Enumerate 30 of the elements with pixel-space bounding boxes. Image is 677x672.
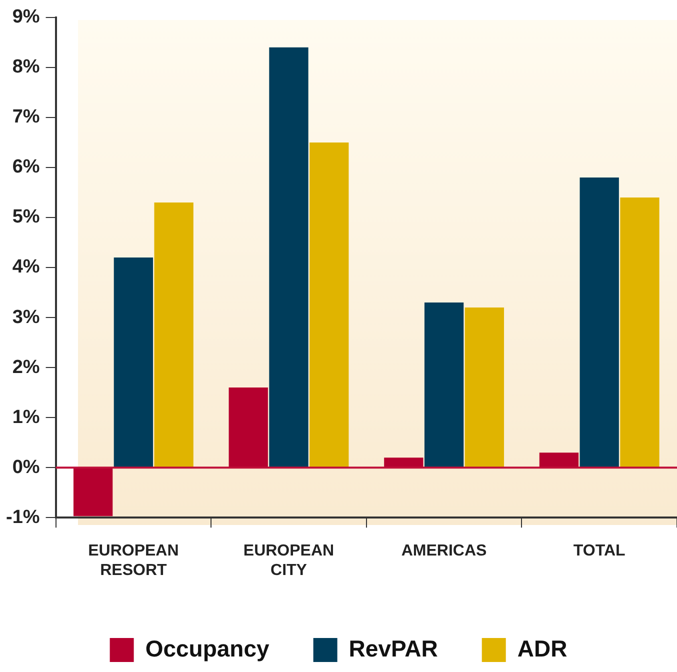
y-tick-label: 7%: [12, 106, 40, 128]
y-tick-label: 2%: [12, 356, 40, 378]
bar: [580, 177, 619, 468]
bar: [620, 197, 660, 468]
bar: [269, 47, 308, 468]
legend-label: Occupancy: [145, 635, 270, 662]
x-tick-label: EUROPEAN RESORT: [88, 542, 179, 579]
bar: [228, 388, 268, 468]
x-tick-label: EUROPEAN CITY: [243, 542, 334, 579]
y-tick-label: 0%: [12, 456, 40, 478]
bar: [424, 302, 464, 468]
y-tick-label: 3%: [12, 306, 40, 328]
bar: [539, 452, 579, 468]
y-tick-label: 1%: [12, 406, 40, 428]
y-tick-label: 5%: [12, 206, 40, 228]
y-tick-label: -1%: [6, 506, 40, 528]
y-tick-label: 8%: [12, 56, 40, 78]
bar: [310, 142, 349, 468]
y-tick-label: 9%: [12, 6, 40, 28]
y-tick-label: 4%: [12, 256, 40, 278]
y-tick-label: 6%: [12, 156, 40, 178]
bar: [154, 202, 194, 468]
x-tick-label: AMERICAS: [401, 542, 488, 560]
bar: [384, 458, 424, 468]
bar: [114, 257, 154, 468]
bar: [464, 308, 504, 468]
legend-label: ADR: [517, 635, 568, 662]
bar: [73, 468, 113, 516]
legend-label: RevPAR: [348, 635, 438, 662]
x-tick-label: TOTAL: [573, 542, 626, 560]
